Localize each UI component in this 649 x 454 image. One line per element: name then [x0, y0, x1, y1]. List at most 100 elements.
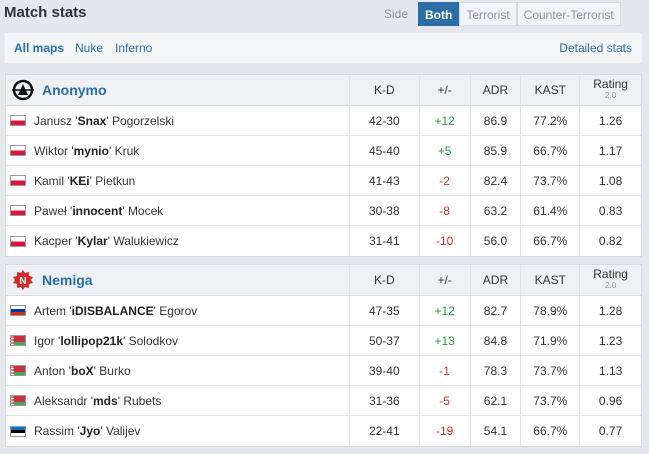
player-row: Paweł 'innocent' Mocek 30-38 -8 63.2 61.4% 0.…	[6, 196, 641, 226]
kast-cell: 73.7%	[520, 356, 579, 385]
kd-cell: 30-38	[348, 196, 419, 225]
russia-flag-icon	[10, 305, 26, 316]
player-nickname: KEi	[69, 173, 90, 188]
player-row: Rassim 'Jyo' Valijev 22-41 -19 54.1 66.7% 0.7…	[6, 416, 641, 446]
player-first-name: Artem	[34, 303, 67, 318]
side-label: Side	[384, 7, 409, 21]
tab-counter-terrorist[interactable]: Counter-Terrorist	[516, 2, 621, 26]
kd-cell: 45-40	[348, 136, 419, 165]
player-name-link[interactable]: Kacper 'Kylar' Walukiewicz	[34, 234, 179, 248]
player-last-name: Rubets	[123, 393, 162, 408]
adr-cell: 62.1	[469, 386, 521, 415]
player-first-name: Kamil	[34, 173, 65, 188]
rating-cell: 1.17	[579, 136, 641, 165]
kast-cell: 61.4%	[520, 196, 579, 225]
player-first-name: Janusz	[34, 113, 73, 128]
player-last-name: Walukiewicz	[113, 234, 179, 248]
header-kd: K-D	[348, 75, 419, 105]
player-first-name: Anton	[34, 363, 66, 378]
kast-cell: 66.7%	[520, 416, 579, 446]
player-row: Wiktor 'mynio' Kruk 45-40 +5 85.9 66.7% 1.17	[6, 136, 641, 166]
belarus-flag-icon	[10, 395, 26, 406]
map-inferno[interactable]: Inferno	[115, 41, 153, 55]
page-title: Match stats	[4, 4, 87, 21]
player-row: Janusz 'Snax' Pogorzelski 42-30 +12 86.9 77.…	[6, 106, 641, 136]
kast-cell: 66.7%	[520, 226, 579, 256]
player-nickname: mynio	[73, 143, 109, 158]
player-name-link[interactable]: Aleksandr 'mds' Rubets	[34, 393, 162, 408]
plus-minus-cell: -5	[418, 386, 470, 415]
header-adr: ADR	[469, 75, 521, 105]
plus-minus-cell: -1	[418, 356, 470, 385]
player-name-link[interactable]: Paweł 'innocent' Mocek	[34, 203, 164, 218]
player-name-link[interactable]: Janusz 'Snax' Pogorzelski	[34, 113, 174, 128]
anonymo-logo-icon	[12, 79, 34, 101]
player-cell: Artem 'iDISBALANCE' Egorov	[6, 296, 349, 325]
plus-minus-cell: +12	[418, 106, 470, 135]
tab-both[interactable]: Both	[418, 2, 460, 26]
player-first-name: Paweł	[34, 203, 67, 218]
team-name[interactable]: Nemiga	[42, 272, 93, 288]
tab-terrorist[interactable]: Terrorist	[459, 2, 517, 26]
rating-cell: 0.77	[579, 416, 641, 446]
player-name-link[interactable]: Anton 'boX' Burko	[34, 363, 131, 378]
player-first-name: Aleksandr	[34, 393, 88, 408]
player-name-link[interactable]: Artem 'iDISBALANCE' Egorov	[34, 303, 198, 318]
belarus-flag-icon	[10, 365, 26, 376]
kd-cell: 31-36	[348, 386, 419, 415]
plus-minus-cell: +5	[418, 136, 470, 165]
player-cell: Kacper 'Kylar' Walukiewicz	[6, 226, 349, 256]
player-nickname: Kylar	[77, 234, 108, 248]
player-row: Igor 'lollipop21k' Solodkov 50-37 +13 84.8 7…	[6, 326, 641, 356]
player-last-name: Solodkov	[128, 333, 178, 348]
player-first-name: Rassim	[34, 424, 75, 438]
player-row: Kacper 'Kylar' Walukiewicz 31-41 -10 56.0 66…	[6, 226, 641, 256]
header-kd: K-D	[348, 265, 419, 295]
player-name-link[interactable]: Wiktor 'mynio' Kruk	[34, 143, 140, 158]
rating-cell: 0.82	[579, 226, 641, 256]
player-name-link[interactable]: Rassim 'Jyo' Valijev	[34, 424, 141, 438]
kast-cell: 78.9%	[520, 296, 579, 325]
adr-cell: 82.7	[469, 296, 521, 325]
kast-cell: 73.7%	[520, 386, 579, 415]
adr-cell: 86.9	[469, 106, 521, 135]
player-name-link[interactable]: Igor 'lollipop21k' Solodkov	[34, 333, 178, 348]
team-header: Anonymo K-D +/- ADR KAST Rating 2.0	[6, 75, 641, 106]
poland-flag-icon	[10, 205, 26, 216]
kast-cell: 77.2%	[520, 106, 579, 135]
map-filter-bar: All maps Nuke Inferno Detailed stats	[5, 33, 642, 63]
player-last-name: Valijev	[105, 424, 141, 438]
team-table-anonymo: Anonymo K-D +/- ADR KAST Rating 2.0 Janu…	[5, 74, 642, 257]
plus-minus-cell: -8	[418, 196, 470, 225]
kd-cell: 41-43	[348, 166, 419, 195]
player-cell: Aleksandr 'mds' Rubets	[6, 386, 349, 415]
player-name-link[interactable]: Kamil 'KEi' Pietkun	[34, 173, 136, 188]
player-cell: Kamil 'KEi' Pietkun	[6, 166, 349, 195]
kd-cell: 39-40	[348, 356, 419, 385]
rating-cell: 0.83	[579, 196, 641, 225]
map-all-maps[interactable]: All maps	[14, 41, 65, 55]
rating-cell: 1.13	[579, 356, 641, 385]
player-last-name: Pietkun	[95, 173, 136, 188]
poland-flag-icon	[10, 235, 26, 247]
poland-flag-icon	[10, 115, 26, 126]
adr-cell: 54.1	[469, 416, 521, 446]
header-rating: Rating 2.0	[579, 265, 641, 295]
adr-cell: 56.0	[469, 226, 521, 256]
player-last-name: Pogorzelski	[111, 113, 174, 128]
kast-cell: 71.9%	[520, 326, 579, 355]
plus-minus-cell: +12	[418, 296, 470, 325]
player-cell: Igor 'lollipop21k' Solodkov	[6, 326, 349, 355]
rating-cell: 1.23	[579, 326, 641, 355]
map-nuke[interactable]: Nuke	[75, 41, 104, 55]
kd-cell: 42-30	[348, 106, 419, 135]
player-last-name: Kruk	[114, 143, 140, 158]
header-kast: KAST	[520, 75, 579, 105]
team-name[interactable]: Anonymo	[42, 82, 107, 98]
player-nickname: innocent	[72, 203, 123, 218]
adr-cell: 84.8	[469, 326, 521, 355]
detailed-stats-link[interactable]: Detailed stats	[559, 41, 632, 55]
player-cell: Wiktor 'mynio' Kruk	[6, 136, 349, 165]
match-stats-header: Match stats Side Both Terrorist Counter-…	[0, 0, 649, 28]
player-row: Anton 'boX' Burko 39-40 -1 78.3 73.7% 1.13	[6, 356, 641, 386]
